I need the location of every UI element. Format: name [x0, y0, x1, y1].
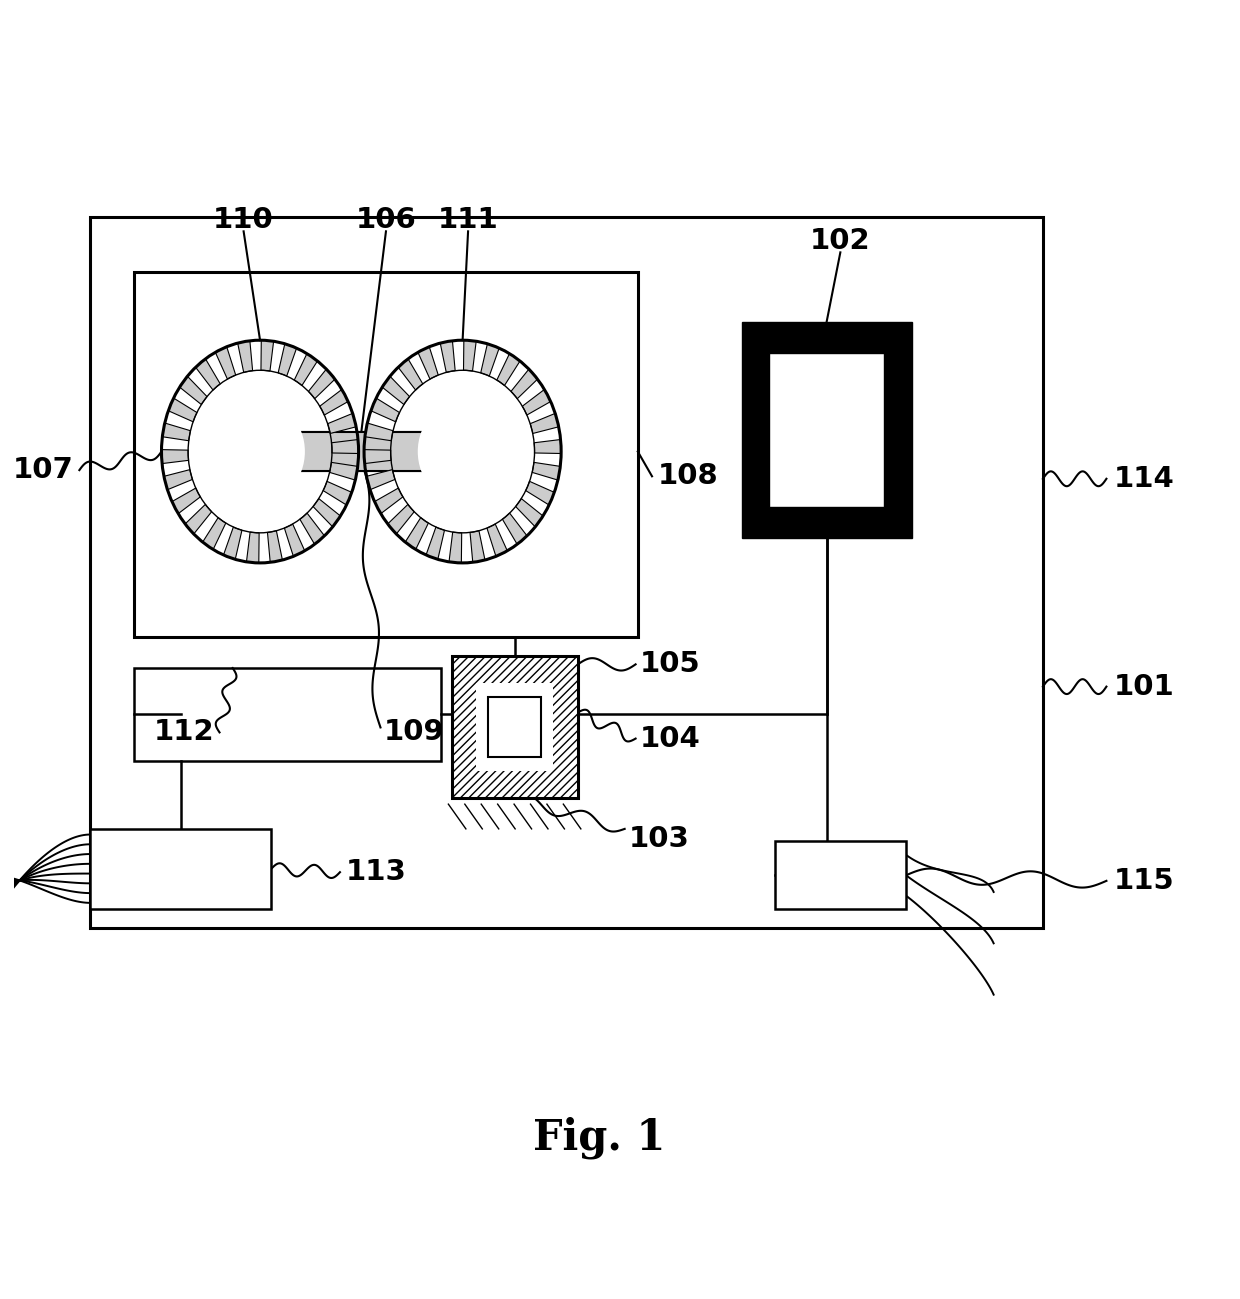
Bar — [775, 842, 906, 909]
Wedge shape — [268, 531, 283, 562]
Wedge shape — [161, 449, 188, 464]
Wedge shape — [180, 377, 207, 404]
Wedge shape — [388, 504, 414, 534]
Wedge shape — [440, 340, 455, 373]
Wedge shape — [247, 533, 259, 562]
Wedge shape — [164, 470, 192, 490]
Wedge shape — [320, 390, 348, 416]
Wedge shape — [223, 527, 242, 560]
Wedge shape — [502, 513, 527, 544]
Wedge shape — [497, 353, 520, 386]
Text: 109: 109 — [383, 718, 444, 747]
Text: 106: 106 — [356, 207, 417, 234]
Wedge shape — [309, 369, 335, 399]
Wedge shape — [516, 499, 543, 527]
Wedge shape — [185, 504, 212, 534]
Wedge shape — [294, 353, 317, 386]
Wedge shape — [449, 533, 461, 562]
Wedge shape — [216, 347, 236, 379]
Wedge shape — [327, 413, 356, 434]
Text: 102: 102 — [810, 227, 870, 255]
Circle shape — [419, 403, 506, 501]
Bar — [281, 431, 440, 472]
Wedge shape — [481, 344, 500, 377]
Wedge shape — [487, 523, 507, 556]
Wedge shape — [526, 482, 554, 505]
Text: 110: 110 — [213, 207, 274, 234]
Wedge shape — [196, 359, 221, 390]
Wedge shape — [278, 344, 296, 377]
Wedge shape — [367, 470, 396, 490]
Bar — [134, 668, 440, 761]
Bar — [134, 273, 637, 637]
Bar — [91, 217, 1043, 927]
Wedge shape — [470, 531, 485, 562]
Bar — [91, 829, 272, 909]
Wedge shape — [371, 397, 399, 422]
Bar — [742, 322, 911, 538]
Wedge shape — [300, 513, 325, 544]
Text: 101: 101 — [1114, 673, 1174, 700]
Bar — [476, 683, 553, 770]
Text: 107: 107 — [14, 456, 74, 485]
Wedge shape — [427, 527, 444, 560]
Wedge shape — [531, 413, 559, 434]
Wedge shape — [464, 340, 476, 372]
Wedge shape — [534, 439, 562, 453]
Wedge shape — [238, 340, 253, 373]
Wedge shape — [522, 390, 551, 416]
Wedge shape — [202, 517, 226, 549]
Bar — [451, 656, 578, 798]
Text: 112: 112 — [154, 718, 215, 747]
Text: 104: 104 — [640, 725, 701, 752]
Circle shape — [216, 403, 304, 501]
Wedge shape — [532, 462, 560, 481]
Wedge shape — [382, 377, 409, 404]
Wedge shape — [172, 488, 201, 513]
Wedge shape — [365, 423, 393, 440]
Wedge shape — [398, 359, 423, 390]
Wedge shape — [365, 449, 391, 464]
Bar — [769, 352, 884, 507]
Wedge shape — [162, 423, 191, 440]
Text: 111: 111 — [438, 207, 498, 234]
Bar — [487, 696, 542, 757]
Wedge shape — [331, 439, 358, 453]
Wedge shape — [330, 462, 357, 481]
Wedge shape — [374, 488, 403, 513]
Wedge shape — [312, 499, 341, 527]
Text: Fig. 1: Fig. 1 — [533, 1117, 666, 1160]
Text: 103: 103 — [629, 825, 689, 852]
Wedge shape — [260, 340, 274, 372]
Wedge shape — [169, 397, 197, 422]
Text: 113: 113 — [346, 859, 407, 886]
Wedge shape — [405, 517, 428, 549]
Wedge shape — [418, 347, 438, 379]
Text: 114: 114 — [1114, 465, 1174, 492]
Text: 108: 108 — [657, 462, 718, 490]
Wedge shape — [284, 523, 305, 556]
Text: 105: 105 — [640, 651, 701, 678]
Text: 115: 115 — [1114, 866, 1174, 895]
Wedge shape — [324, 482, 352, 505]
Wedge shape — [511, 369, 537, 399]
